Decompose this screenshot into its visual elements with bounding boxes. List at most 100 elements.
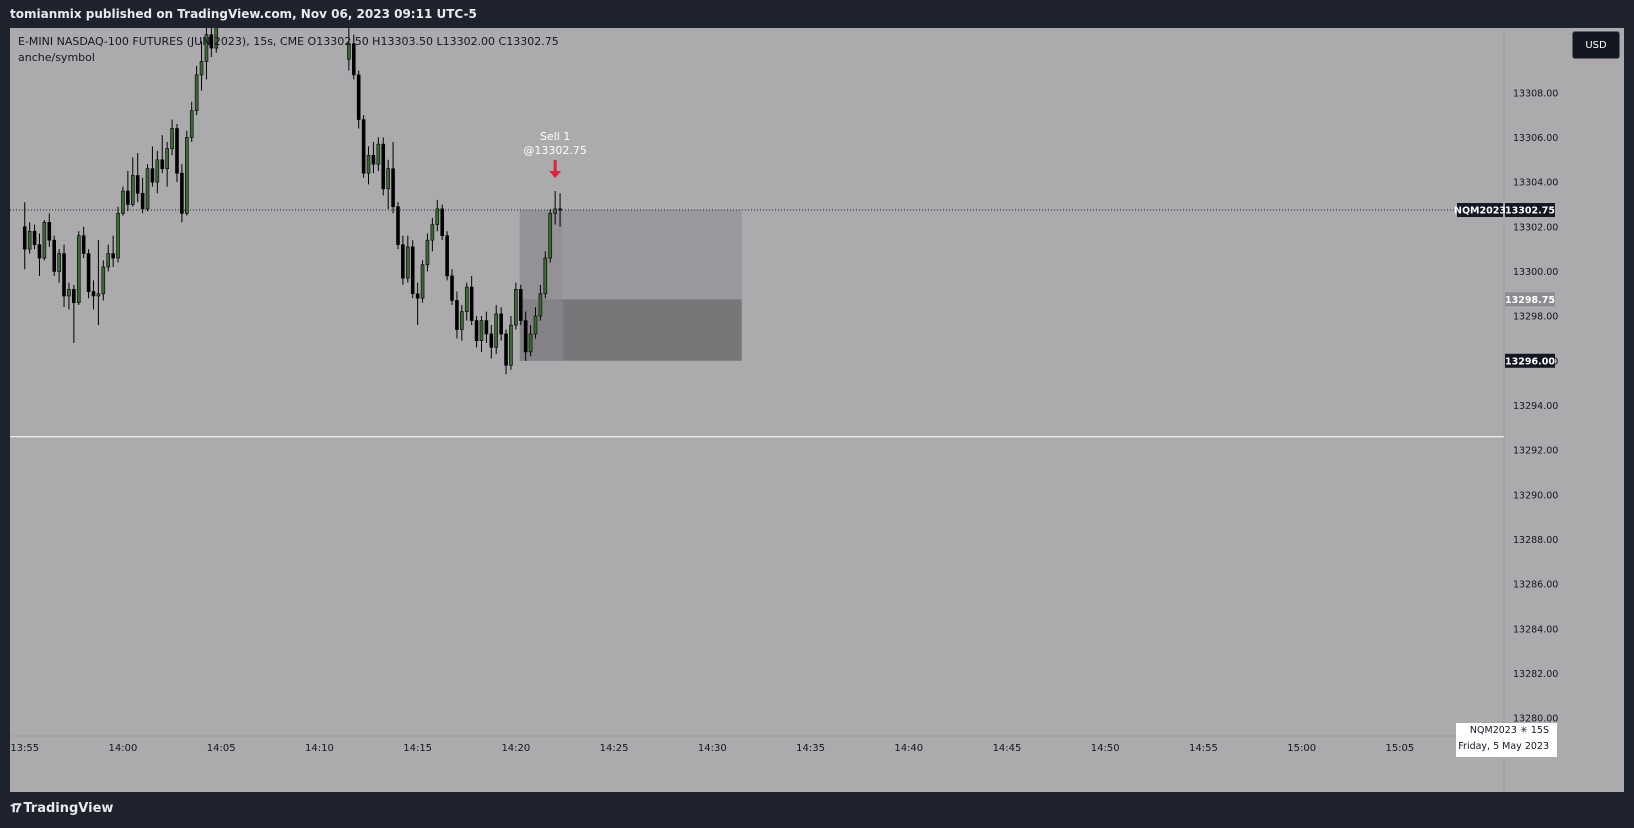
sell-annotation: Sell 1@13302.75 bbox=[523, 130, 587, 179]
candle-body-7 bbox=[57, 253, 61, 272]
candle-body-30 bbox=[170, 128, 174, 149]
candle-body-17 bbox=[106, 253, 111, 268]
chart-area[interactable]: Sell 1 @13302.75 13308.00 13306.00 13304.00… bbox=[10, 28, 1624, 792]
legend-ohlc: E-MINI NASDAQ-100 FUTURES (JUN 2023), 15… bbox=[18, 35, 559, 48]
candle-body-20 bbox=[121, 190, 125, 214]
candle-body-63 bbox=[460, 311, 464, 330]
candle-body-37 bbox=[204, 34, 209, 62]
candle-body-65 bbox=[469, 286, 474, 321]
price-tick-13: 13282.00 bbox=[1513, 669, 1558, 680]
candle-body-76 bbox=[523, 320, 528, 353]
candle-body-38 bbox=[209, 34, 214, 49]
candle-body-45 bbox=[371, 155, 376, 165]
candle-body-72 bbox=[504, 333, 508, 366]
price-tick-10: 13288.00 bbox=[1513, 535, 1558, 546]
price-label-bg-2 bbox=[1505, 292, 1555, 307]
candle-body-43 bbox=[361, 119, 366, 174]
time-tick-9: 14:40 bbox=[894, 743, 923, 754]
candle-body-14 bbox=[91, 291, 96, 297]
price-tick-9: 13290.00 bbox=[1513, 490, 1558, 501]
candle-body-52 bbox=[406, 246, 410, 279]
price-label-bg-1 bbox=[1505, 203, 1555, 218]
candle-body-61 bbox=[450, 275, 454, 301]
time-tick-4: 14:15 bbox=[403, 743, 432, 754]
candle-body-71 bbox=[499, 313, 503, 335]
price-axis-labels: 13308.00 13306.00 13304.00 13302.00 13300.00… bbox=[1513, 88, 1558, 724]
tradingview-logo[interactable]: 𝟏𝟕 TradingView bbox=[10, 801, 113, 816]
candle-body-26 bbox=[150, 168, 155, 183]
candle-body-57 bbox=[430, 224, 435, 241]
candle-body-67 bbox=[479, 320, 484, 341]
time-tick-7: 14:30 bbox=[698, 743, 727, 754]
short-position-tool[interactable] bbox=[519, 210, 742, 361]
candle-body-60 bbox=[445, 235, 449, 277]
price-tick-7: 13294.00 bbox=[1513, 401, 1558, 412]
candle-body-2 bbox=[32, 230, 37, 245]
candle-body-58 bbox=[435, 208, 440, 225]
price-tick-3: 13302.00 bbox=[1513, 222, 1558, 233]
price-tick-2: 13304.00 bbox=[1513, 178, 1558, 189]
price-axis-panel[interactable] bbox=[1495, 28, 1624, 792]
time-tick-10: 14:45 bbox=[993, 743, 1022, 754]
symbol-info-box: NQM2023 ✳ 15S Friday, 5 May 2023 bbox=[1456, 723, 1557, 757]
candle-body-68 bbox=[484, 320, 489, 335]
chart-canvas[interactable]: Sell 1@13302.75 13308.00 13306.00 13304.00… bbox=[10, 28, 1624, 792]
candle-body-41 bbox=[351, 43, 356, 76]
legend-source: anche/symbol bbox=[18, 51, 95, 64]
time-tick-6: 14:25 bbox=[600, 743, 629, 754]
price-tick-12: 13284.00 bbox=[1513, 624, 1558, 635]
candle-body-50 bbox=[396, 206, 400, 245]
price-tick-5: 13298.00 bbox=[1513, 312, 1558, 323]
time-axis-labels: 13:55 14:00 14:05 14:10 14:15 14:20 14:25 14:30… bbox=[10, 743, 1414, 754]
candle-body-33 bbox=[185, 137, 189, 214]
candle-body-0 bbox=[22, 226, 27, 250]
candle-body-64 bbox=[464, 286, 469, 312]
candle-body-27 bbox=[155, 159, 160, 183]
candle-body-40 bbox=[347, 43, 351, 60]
time-tick-11: 14:50 bbox=[1091, 743, 1120, 754]
publish-header: tomianmix published on TradingView.com, … bbox=[0, 0, 1634, 28]
time-tick-2: 14:05 bbox=[207, 743, 236, 754]
time-tick-5: 14:20 bbox=[501, 743, 530, 754]
candle-body-4 bbox=[42, 222, 47, 259]
price-tick-1: 13306.00 bbox=[1513, 133, 1558, 144]
candle-body-34 bbox=[189, 110, 194, 138]
candle-body-23 bbox=[135, 175, 140, 194]
candle-body-74 bbox=[514, 289, 518, 326]
candle-body-28 bbox=[160, 159, 165, 170]
candle-body-56 bbox=[425, 239, 430, 266]
price-label-tags: NQM2023 13302.75 13298.75 13296.00 bbox=[1454, 203, 1555, 368]
candle-body-32 bbox=[180, 172, 184, 214]
price-label-bg-3 bbox=[1505, 353, 1555, 368]
time-tick-8: 14:35 bbox=[796, 743, 825, 754]
candle-body-77 bbox=[528, 333, 533, 353]
candle-body-16 bbox=[101, 266, 106, 295]
symbol-tag-text: NQM2023 bbox=[1454, 206, 1506, 217]
candle-body-75 bbox=[518, 289, 523, 321]
time-tick-12: 14:55 bbox=[1189, 743, 1218, 754]
candle-body-49 bbox=[391, 168, 395, 207]
candle-body-13 bbox=[86, 253, 91, 292]
candle-body-29 bbox=[165, 148, 169, 170]
candle-body-73 bbox=[509, 324, 513, 366]
candle-body-54 bbox=[415, 293, 420, 299]
price-label-text-3: 13296.00 bbox=[1505, 356, 1555, 367]
candle-body-10 bbox=[72, 289, 76, 304]
publish-info: tomianmix published on TradingView.com, … bbox=[10, 7, 477, 21]
candle-body-62 bbox=[455, 300, 459, 330]
candle-body-53 bbox=[410, 246, 415, 295]
candle-body-47 bbox=[381, 143, 386, 190]
tradingview-logo-icon: 𝟏𝟕 bbox=[10, 801, 21, 815]
time-tick-0: 13:55 bbox=[10, 743, 39, 754]
price-tick-0: 13308.00 bbox=[1513, 88, 1558, 99]
info-box-symbol: NQM2023 ✳ 15S bbox=[1469, 725, 1549, 736]
symbol-tag-bg bbox=[1457, 203, 1503, 218]
footer-bar: 𝟏𝟕 TradingView bbox=[0, 792, 1634, 828]
time-tick-14: 15:05 bbox=[1385, 743, 1414, 754]
candle-body-18 bbox=[111, 253, 115, 259]
candle-body-21 bbox=[126, 190, 130, 205]
price-tick-4: 13300.00 bbox=[1513, 267, 1558, 278]
candle-body-31 bbox=[175, 128, 179, 174]
currency-button[interactable]: USD bbox=[1572, 31, 1620, 59]
candle-body-48 bbox=[386, 168, 390, 190]
